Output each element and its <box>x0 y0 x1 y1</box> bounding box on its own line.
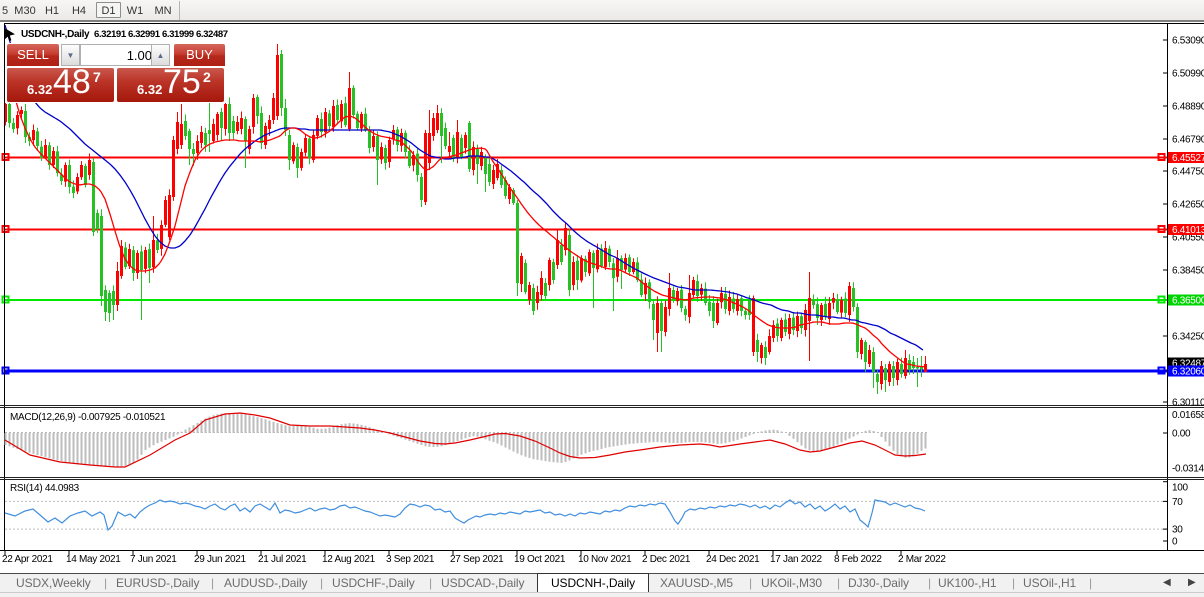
svg-text:0.01658: 0.01658 <box>1172 410 1204 421</box>
svg-text:6.48890: 6.48890 <box>1172 102 1204 113</box>
svg-text:RSI(14) 44.0983: RSI(14) 44.0983 <box>10 483 80 494</box>
svg-text:19 Oct 2021: 19 Oct 2021 <box>514 554 566 565</box>
svg-text:27 Sep 2021: 27 Sep 2021 <box>450 554 504 565</box>
svg-text:6.45527: 6.45527 <box>1172 153 1204 164</box>
svg-text:6.30110: 6.30110 <box>1172 398 1204 409</box>
svg-text:6.46790: 6.46790 <box>1172 135 1204 146</box>
svg-text:14 May 2021: 14 May 2021 <box>66 554 121 565</box>
svg-text:6.42650: 6.42650 <box>1172 200 1204 211</box>
svg-text:MACD(12,26,9) -0.007925 -0.010: MACD(12,26,9) -0.007925 -0.010521 <box>10 412 166 423</box>
svg-text:2 Dec 2021: 2 Dec 2021 <box>642 554 691 565</box>
svg-text:6.41013: 6.41013 <box>1172 225 1204 236</box>
svg-text:6.53090: 6.53090 <box>1172 36 1204 47</box>
svg-text:17 Jan 2022: 17 Jan 2022 <box>770 554 822 565</box>
svg-text:10 Nov 2021: 10 Nov 2021 <box>578 554 632 565</box>
svg-text:22 Apr 2021: 22 Apr 2021 <box>2 554 53 565</box>
svg-text:12 Aug 2021: 12 Aug 2021 <box>322 554 376 565</box>
svg-text:24 Dec 2021: 24 Dec 2021 <box>706 554 760 565</box>
svg-text:6.40550: 6.40550 <box>1172 233 1204 244</box>
svg-text:70: 70 <box>1172 497 1183 508</box>
svg-text:6.50990: 6.50990 <box>1172 69 1204 80</box>
svg-text:3 Sep 2021: 3 Sep 2021 <box>386 554 435 565</box>
svg-text:7 Jun 2021: 7 Jun 2021 <box>130 554 177 565</box>
svg-text:21 Jul 2021: 21 Jul 2021 <box>258 554 307 565</box>
svg-text:6.32191 6.32991 6.31999 6.3248: 6.32191 6.32991 6.31999 6.32487 <box>94 29 228 40</box>
svg-text:-0.03142: -0.03142 <box>1172 464 1204 475</box>
svg-text:6.38450: 6.38450 <box>1172 266 1204 277</box>
svg-text:6.36500: 6.36500 <box>1172 296 1204 307</box>
svg-text:100: 100 <box>1172 483 1189 494</box>
svg-text:29 Jun 2021: 29 Jun 2021 <box>194 554 246 565</box>
svg-text:6.32060: 6.32060 <box>1172 367 1204 378</box>
svg-text:0.00: 0.00 <box>1172 429 1191 440</box>
svg-text:USDCNH-,Daily: USDCNH-,Daily <box>21 29 90 40</box>
svg-text:6.32487: 6.32487 <box>1172 359 1204 370</box>
svg-text:6.34250: 6.34250 <box>1172 332 1204 343</box>
svg-text:6.44750: 6.44750 <box>1172 167 1204 178</box>
svg-text:0: 0 <box>1172 537 1178 548</box>
svg-text:2 Mar 2022: 2 Mar 2022 <box>898 554 946 565</box>
svg-text:8 Feb 2022: 8 Feb 2022 <box>834 554 882 565</box>
svg-text:30: 30 <box>1172 525 1183 536</box>
